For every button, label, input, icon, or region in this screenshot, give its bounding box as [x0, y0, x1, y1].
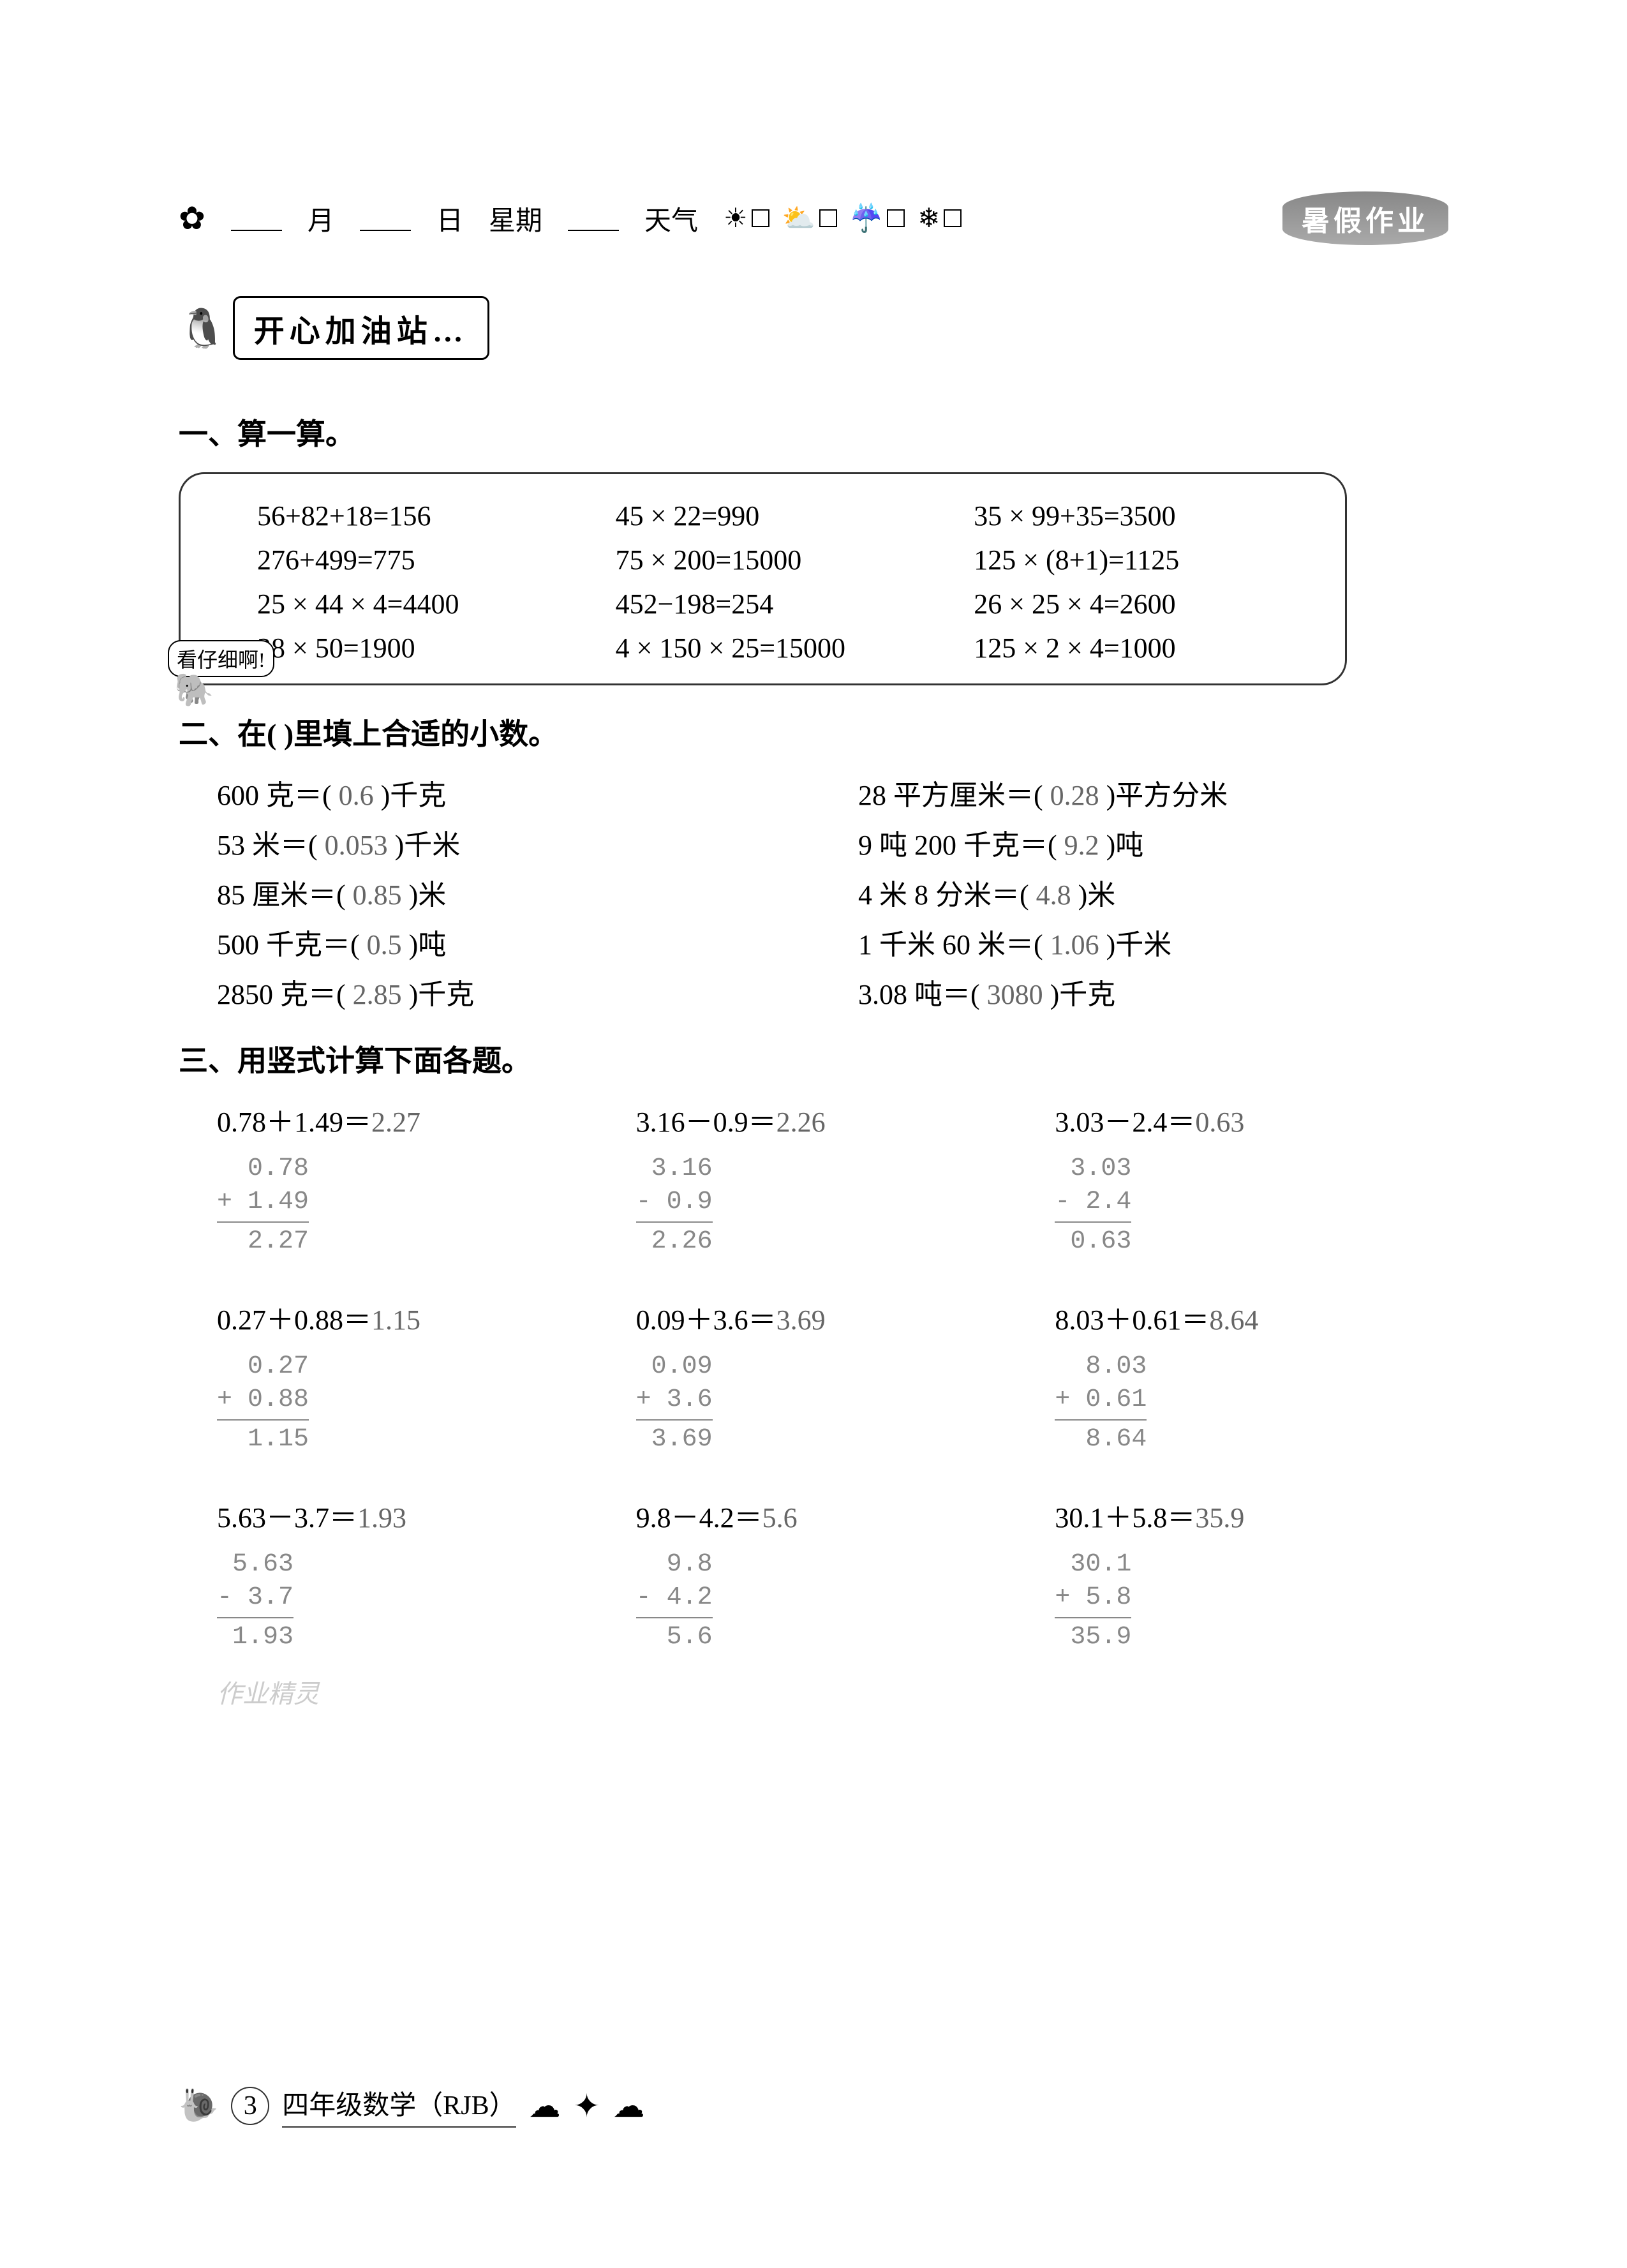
calc-item: 125 × (8+1)=1125: [974, 544, 1307, 576]
calc-item: 56+82+18=156: [257, 500, 590, 532]
calc-item: 26 × 25 × 4=2600: [974, 588, 1307, 620]
calc-item: 75 × 200=15000: [616, 544, 949, 576]
v-work: 8.03+ 0.61 8.64: [1055, 1350, 1147, 1456]
v-problem: 9.8－4.2＝5.6 9.8- 4.2 5.6: [636, 1495, 1030, 1654]
v-work: 0.78+ 1.49 2.27: [217, 1153, 309, 1258]
v-work: 5.63- 3.7 1.93: [217, 1548, 293, 1654]
calc-item: 35 × 99+35=3500: [974, 500, 1307, 532]
conv-item: 9 吨 200 千克＝( 9.2 )吨: [858, 822, 1448, 863]
v-problem: 5.63－3.7＝1.93 5.63- 3.7 1.93: [217, 1495, 611, 1654]
calc-item: 276+499=775: [257, 544, 590, 576]
conversion-grid: 600 克＝( 0.6 )千克 28 平方厘米＝( 0.28 )平方分米 53 …: [179, 772, 1448, 1012]
summer-badge: 暑假作业: [1282, 191, 1448, 245]
cloudy-icon: ⛅: [782, 203, 815, 234]
page-number: 3: [231, 2087, 269, 2125]
weather-options: ☀ ⛅ ☔ ❄: [724, 202, 962, 234]
section1-heading: 一、算一算。: [179, 411, 1448, 453]
elephant-icon: 🐘: [174, 671, 214, 709]
cloud-icon: ☁: [529, 2087, 561, 2124]
calc-item: 4 × 150 × 25=15000: [616, 632, 949, 664]
v-work: 0.09+ 3.6 3.69: [636, 1350, 713, 1456]
snow-icon: ❄: [918, 202, 940, 234]
v-problem: 0.27＋0.88＝1.15 0.27+ 0.88 1.15: [217, 1297, 611, 1456]
penguin-icon: 🐧: [179, 306, 227, 351]
v-work: 0.27+ 0.88 1.15: [217, 1350, 309, 1456]
conv-item: 85 厘米＝( 0.85 )米: [217, 872, 807, 913]
station-title: 开心加油站…: [233, 296, 489, 360]
station-banner-row: 🐧 开心加油站…: [179, 296, 489, 360]
conv-item: 600 克＝( 0.6 )千克: [217, 772, 807, 813]
v-problem: 3.03－2.4＝0.63 3.03- 2.4 0.63: [1055, 1099, 1448, 1258]
rain-checkbox[interactable]: [887, 209, 905, 227]
v-problem: 0.09＋3.6＝3.69 0.09+ 3.6 3.69: [636, 1297, 1030, 1456]
footer-subject: 四年级数学（RJB）: [282, 2084, 516, 2128]
conv-item: 500 千克＝( 0.5 )吨: [217, 921, 807, 962]
calc-frame: 56+82+18=156 45 × 22=990 35 × 99+35=3500…: [179, 472, 1347, 685]
conv-item: 53 米＝( 0.053 )千米: [217, 822, 807, 863]
star-icon: ✦: [574, 2087, 600, 2124]
calc-item: 25 × 44 × 4=4400: [257, 588, 590, 620]
decor-flower-icon: ✿: [179, 200, 205, 237]
sunny-checkbox[interactable]: [752, 209, 769, 227]
conv-item: 4 米 8 分米＝( 4.8 )米: [858, 872, 1448, 913]
conv-item: 28 平方厘米＝( 0.28 )平方分米: [858, 772, 1448, 813]
v-work: 3.03- 2.4 0.63: [1055, 1153, 1131, 1258]
rain-icon: ☔: [850, 203, 883, 234]
calc-item: 38 × 50=1900: [257, 632, 590, 664]
sunny-icon: ☀: [724, 202, 748, 234]
v-work: 3.16- 0.9 2.26: [636, 1153, 713, 1258]
page-footer: 🐌 3 四年级数学（RJB） ☁ ✦ ☁: [179, 2084, 645, 2128]
section3-heading: 三、用竖式计算下面各题。: [179, 1038, 1448, 1080]
snow-checkbox[interactable]: [944, 209, 962, 227]
day-label: 日: [436, 199, 463, 238]
v-problem: 30.1＋5.8＝35.9 30.1+ 5.8 35.9: [1055, 1495, 1448, 1654]
v-problem: 3.16－0.9＝2.26 3.16- 0.9 2.26: [636, 1099, 1030, 1258]
v-work: 30.1+ 5.8 35.9: [1055, 1548, 1131, 1654]
month-label: 月: [308, 199, 334, 238]
cloudy-checkbox[interactable]: [819, 209, 837, 227]
section2-heading: 二、在( )里填上合适的小数。: [179, 711, 1448, 753]
calc-grid: 56+82+18=156 45 × 22=990 35 × 99+35=3500…: [257, 500, 1307, 664]
v-work: 9.8- 4.2 5.6: [636, 1548, 713, 1654]
calc-item: 45 × 22=990: [616, 500, 949, 532]
page-header: ✿ 月 日 星期 天气 ☀ ⛅ ☔ ❄ 暑假作业: [179, 191, 1448, 245]
vertical-grid: 0.78＋1.49＝2.27 0.78+ 1.49 2.27 3.16－0.9＝…: [179, 1099, 1448, 1654]
weather-label: 天气: [644, 199, 698, 238]
cloud-icon: ☁: [613, 2087, 645, 2124]
weekday-blank[interactable]: [568, 205, 619, 231]
snail-icon: 🐌: [179, 2087, 218, 2124]
conv-item: 2850 克＝( 2.85 )千克: [217, 971, 807, 1012]
conv-item: 1 千米 60 米＝( 1.06 )千米: [858, 921, 1448, 962]
v-problem: 8.03＋0.61＝8.64 8.03+ 0.61 8.64: [1055, 1297, 1448, 1456]
calc-item: 125 × 2 × 4=1000: [974, 632, 1307, 664]
month-blank[interactable]: [231, 205, 282, 231]
weekday-label: 星期: [489, 199, 542, 238]
v-problem: 0.78＋1.49＝2.27 0.78+ 1.49 2.27: [217, 1099, 611, 1258]
watermark-text: 作业精灵: [179, 1673, 1448, 1710]
conv-item: 3.08 吨＝( 3080 )千克: [858, 971, 1448, 1012]
day-blank[interactable]: [360, 205, 411, 231]
calc-item: 452−198=254: [616, 588, 949, 620]
